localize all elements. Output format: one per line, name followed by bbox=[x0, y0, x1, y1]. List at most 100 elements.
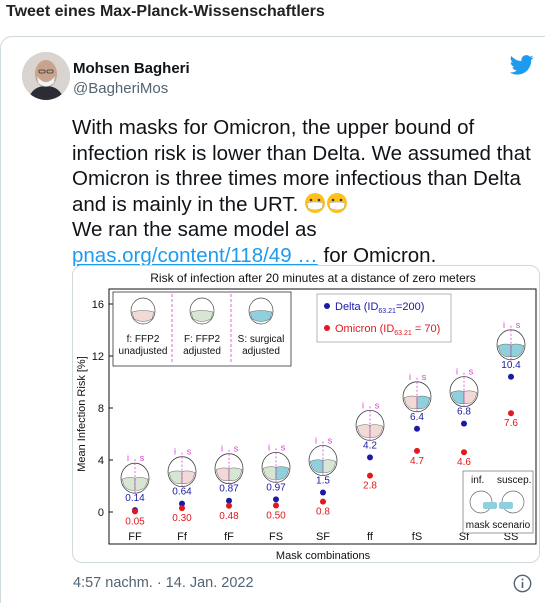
tweet-body-3: for Omicron. bbox=[317, 243, 437, 267]
point-omicron bbox=[461, 449, 467, 456]
face-mask-right bbox=[322, 459, 337, 473]
info-icon[interactable] bbox=[513, 574, 532, 593]
face-mark-infectious: i bbox=[362, 400, 364, 410]
face-mask-right bbox=[463, 390, 478, 404]
mask-legend-text: f: FFP2 bbox=[127, 334, 160, 345]
chart-image[interactable]: Risk of infection after 20 minutes at a … bbox=[72, 265, 540, 563]
data-label-omicron: 7.6 bbox=[504, 418, 518, 429]
mask-legend-text: F: FFP2 bbox=[184, 334, 221, 345]
face-mask-left bbox=[262, 466, 277, 480]
point-omicron bbox=[320, 498, 326, 505]
author-name[interactable]: Mohsen Bagheri bbox=[73, 60, 190, 77]
mask-legend-text: S: surgical bbox=[238, 334, 285, 345]
point-delta bbox=[320, 489, 326, 496]
data-label-omicron: 2.8 bbox=[363, 481, 377, 492]
data-label-delta: 10.4 bbox=[501, 360, 521, 371]
scenario-faces-icon bbox=[469, 490, 525, 514]
scenario-box: inf. suscep. mask scenario bbox=[462, 470, 534, 534]
point-delta bbox=[273, 496, 279, 503]
masked-face-emoji-icon bbox=[305, 192, 326, 213]
legend-omicron-text: Omicron (ID bbox=[335, 323, 394, 335]
face-mark-susceptible: s bbox=[375, 400, 380, 410]
x-tick-label: Ff bbox=[177, 531, 188, 543]
x-tick-label: SF bbox=[316, 531, 330, 543]
avatar[interactable] bbox=[22, 52, 70, 100]
tweet-body-2: We ran the same model as bbox=[72, 218, 317, 241]
point-omicron bbox=[508, 410, 514, 417]
face-mark-susceptible: s bbox=[281, 442, 286, 452]
twitter-bird-icon[interactable] bbox=[510, 55, 534, 75]
point-delta bbox=[367, 454, 373, 461]
x-tick-label: SS bbox=[504, 531, 519, 543]
data-label-delta: 0.14 bbox=[125, 493, 145, 504]
face-mark-infectious: i bbox=[315, 436, 317, 446]
legend-delta-sub: 63.21 bbox=[378, 308, 396, 315]
mask-legend-mask bbox=[131, 310, 155, 322]
series-legend: Delta (ID63.21=200) Omicron (ID63.21 = 7… bbox=[316, 293, 452, 343]
data-label-delta: 0.64 bbox=[172, 487, 192, 498]
point-omicron bbox=[273, 502, 279, 509]
point-omicron bbox=[226, 502, 232, 509]
face-mask-left bbox=[497, 343, 512, 358]
x-axis-label: Mask combinations bbox=[276, 550, 371, 562]
face-mask-right bbox=[275, 466, 290, 480]
page-heading: Tweet eines Max-Planck-Wissenschaftlers bbox=[6, 3, 325, 20]
face-mask-left bbox=[356, 424, 371, 438]
data-label-omicron: 0.05 bbox=[125, 516, 145, 527]
face-mark-susceptible: s bbox=[187, 447, 192, 457]
chart-title: Risk of infection after 20 minutes at a … bbox=[150, 271, 476, 285]
point-delta bbox=[461, 420, 467, 427]
face-mark-infectious: i bbox=[221, 444, 223, 454]
face-mask-right bbox=[510, 343, 525, 358]
face-mask-left bbox=[168, 470, 183, 485]
data-label-omicron: 0.30 bbox=[172, 513, 192, 524]
series-legend-box bbox=[316, 293, 452, 343]
tweet-card bbox=[0, 36, 545, 603]
face-mark-infectious: i bbox=[503, 320, 505, 330]
face-mark-susceptible: s bbox=[328, 436, 333, 446]
svg-text:Omicron (ID63.21 = 70): Omicron (ID63.21 = 70) bbox=[335, 323, 440, 337]
x-tick-label: fF bbox=[224, 531, 234, 543]
face-mark-infectious: i bbox=[127, 453, 129, 463]
data-label-omicron: 0.8 bbox=[316, 507, 330, 518]
data-label-omicron: 4.7 bbox=[410, 456, 424, 467]
mask-legend-text: adjusted bbox=[242, 346, 280, 357]
face-mark-susceptible: s bbox=[469, 367, 474, 377]
masked-face-emoji-icon bbox=[327, 192, 348, 213]
face-mask-right bbox=[134, 477, 149, 491]
tweet-timestamp[interactable]: 4:57 nachm. · 14. Jan. 2022 bbox=[73, 575, 254, 591]
author-handle[interactable]: @BagheriMos bbox=[73, 80, 169, 97]
legend-omicron-tail: = 70) bbox=[412, 323, 440, 335]
face-mask-left bbox=[403, 395, 418, 410]
mask-legend-text: unadjusted bbox=[119, 346, 168, 357]
x-tick-label: Sf bbox=[459, 531, 470, 543]
y-axis-label: Mean Infection Risk [%] bbox=[76, 356, 88, 472]
mask-legend-mask bbox=[249, 310, 273, 322]
plot-frame bbox=[108, 288, 537, 545]
face-mark-susceptible: s bbox=[516, 320, 521, 330]
tweet-body: With masks for Omicron, the upper bound … bbox=[72, 116, 531, 216]
point-omicron bbox=[179, 505, 185, 512]
face-mark-infectious: i bbox=[268, 442, 270, 452]
tweet-text: With masks for Omicron, the upper bound … bbox=[72, 115, 540, 268]
face-mark-susceptible: s bbox=[422, 372, 427, 382]
x-tick-label: fS bbox=[412, 531, 422, 543]
face-mask-right bbox=[416, 395, 431, 410]
legend-delta-text: Delta (ID bbox=[335, 301, 378, 313]
mask-legend-mask bbox=[190, 310, 214, 322]
tweet-link[interactable]: pnas.org/content/118/49 … bbox=[72, 243, 318, 267]
data-label-omicron: 0.48 bbox=[219, 511, 239, 522]
point-delta bbox=[179, 500, 185, 507]
data-label-delta: 0.87 bbox=[219, 484, 239, 495]
data-label-omicron: 4.6 bbox=[457, 457, 471, 468]
y-tick-label: 12 bbox=[92, 351, 104, 363]
